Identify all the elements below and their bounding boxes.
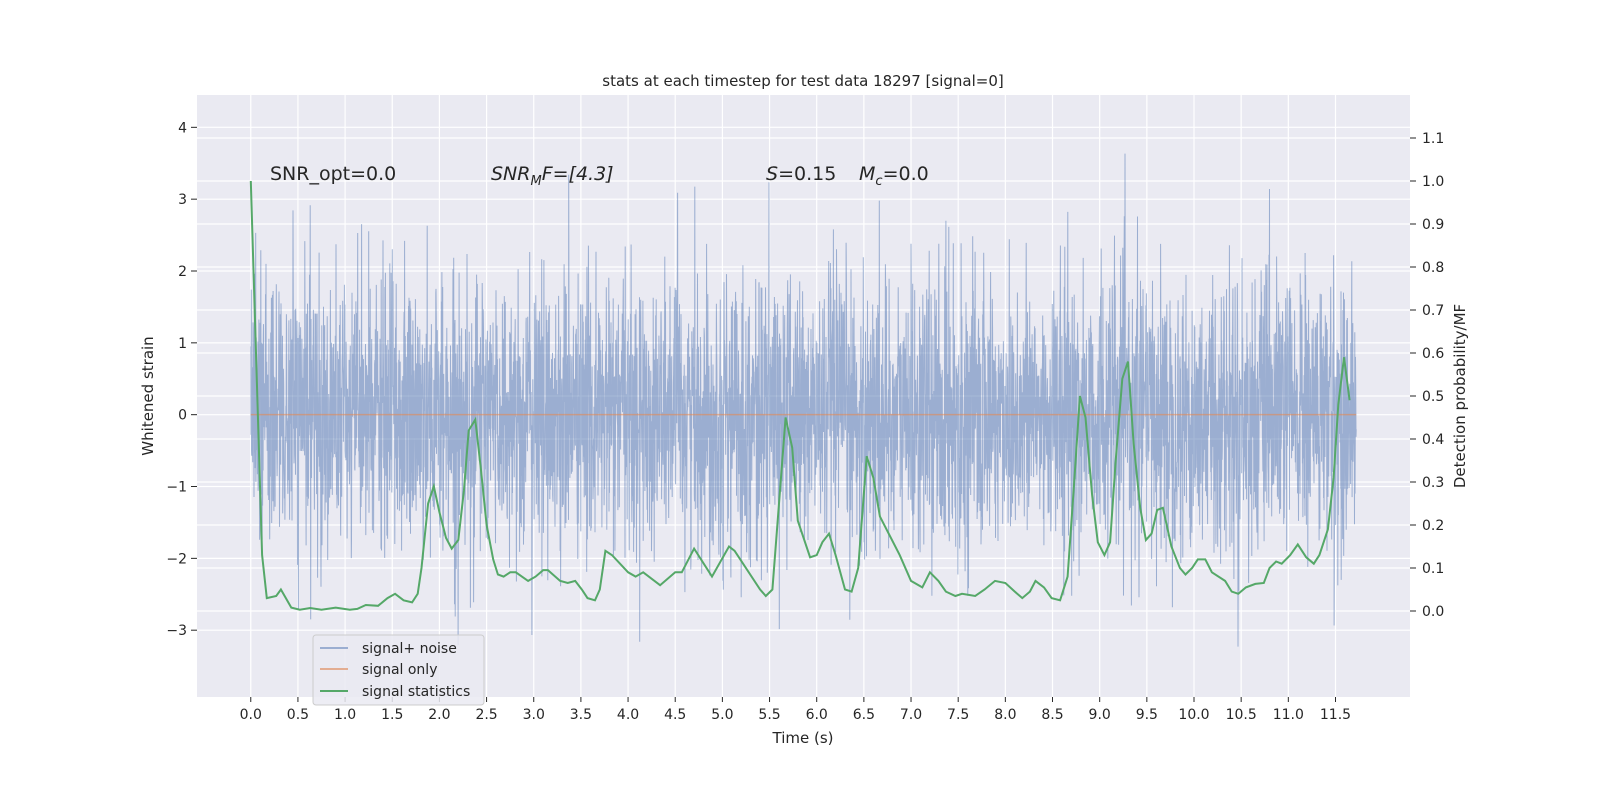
y-tick-label: 2 bbox=[178, 264, 187, 280]
x-tick-label: 6.5 bbox=[853, 707, 875, 723]
x-tick-label: 1.0 bbox=[334, 707, 356, 723]
x-tick-label: 1.5 bbox=[381, 707, 403, 723]
legend-label-statistics: signal statistics bbox=[362, 684, 470, 700]
x-tick-label: 5.0 bbox=[711, 707, 733, 723]
legend-label-signal-only: signal only bbox=[362, 662, 437, 678]
x-tick-label: 10.5 bbox=[1226, 707, 1257, 723]
y-right-tick-label: 0.2 bbox=[1422, 518, 1444, 534]
y-right-axis-label: Detection probability/MF bbox=[1451, 304, 1469, 488]
x-tick-label: 11.0 bbox=[1273, 707, 1304, 723]
annotation-s: S=0.15 bbox=[766, 163, 836, 185]
y-right-tick-label: 0.6 bbox=[1422, 346, 1444, 362]
x-tick-label: 3.0 bbox=[523, 707, 545, 723]
x-axis-label: Time (s) bbox=[772, 729, 834, 747]
x-tick-label: 7.5 bbox=[947, 707, 969, 723]
y-right-axis-ticks: 1.1 1.0 0.9 0.8 0.7 0.6 0.5 0.4 0.3 0.2 0.1 0.0 bbox=[1410, 131, 1444, 620]
y-tick-label: 4 bbox=[178, 120, 187, 136]
x-tick-label: 0.0 bbox=[240, 707, 262, 723]
y-right-tick-label: 1.1 bbox=[1422, 131, 1444, 147]
annotation-snr-mf: SNRMF=[4.3] bbox=[491, 163, 614, 189]
x-tick-label: 7.0 bbox=[900, 707, 922, 723]
y-right-tick-label: 0.0 bbox=[1422, 604, 1444, 620]
y-tick-label: 1 bbox=[178, 336, 187, 352]
annotation-mc: Mc=0.0 bbox=[859, 163, 929, 189]
x-tick-label: 9.5 bbox=[1136, 707, 1158, 723]
y-tick-label: −1 bbox=[166, 480, 187, 496]
x-tick-label: 4.5 bbox=[664, 707, 686, 723]
annotation-snr-opt: SNR_opt=0.0 bbox=[270, 163, 396, 185]
x-tick-label: 4.0 bbox=[617, 707, 639, 723]
x-tick-label: 10.0 bbox=[1178, 707, 1209, 723]
signal-noise-series bbox=[250, 153, 1357, 647]
signal-statistics-series bbox=[249, 180, 1351, 611]
legend: signal+ noise signal only signal statist… bbox=[312, 634, 485, 706]
x-tick-label: 8.0 bbox=[994, 707, 1016, 723]
x-axis-ticks: 0.0 0.5 1.0 1.5 2.0 2.5 3.0 3.5 4.0 4.5 5.0 5.5 6.0 6… bbox=[240, 697, 1351, 723]
y-right-tick-label: 0.1 bbox=[1422, 561, 1444, 577]
x-tick-label: 5.5 bbox=[758, 707, 780, 723]
chart-title: stats at each timestep for test data 182… bbox=[602, 72, 1003, 90]
x-tick-label: 9.0 bbox=[1089, 707, 1111, 723]
y-right-tick-label: 1.0 bbox=[1422, 174, 1444, 190]
y-tick-label: −2 bbox=[166, 551, 187, 567]
y-axis-label: Whitened strain bbox=[139, 336, 157, 455]
x-tick-label: 0.5 bbox=[287, 707, 309, 723]
y-tick-label: 0 bbox=[178, 408, 187, 424]
y-right-tick-label: 0.8 bbox=[1422, 260, 1444, 276]
y-right-tick-label: 0.4 bbox=[1422, 432, 1444, 448]
y-right-tick-label: 0.3 bbox=[1422, 475, 1444, 491]
x-tick-label: 6.0 bbox=[806, 707, 828, 723]
y-right-tick-label: 0.9 bbox=[1422, 217, 1444, 233]
y-right-tick-label: 0.5 bbox=[1422, 389, 1444, 405]
x-tick-label: 8.5 bbox=[1041, 707, 1063, 723]
y-tick-label: −3 bbox=[166, 623, 187, 639]
y-axis-ticks: 4 3 2 1 0 −1 −2 −3 bbox=[166, 120, 197, 639]
y-right-tick-label: 0.7 bbox=[1422, 303, 1444, 319]
x-tick-label: 11.5 bbox=[1320, 707, 1351, 723]
x-tick-label: 2.5 bbox=[475, 707, 497, 723]
legend-label-noise: signal+ noise bbox=[362, 641, 457, 657]
x-tick-label: 2.0 bbox=[428, 707, 450, 723]
y-tick-label: 3 bbox=[178, 192, 187, 208]
x-tick-label: 3.5 bbox=[570, 707, 592, 723]
